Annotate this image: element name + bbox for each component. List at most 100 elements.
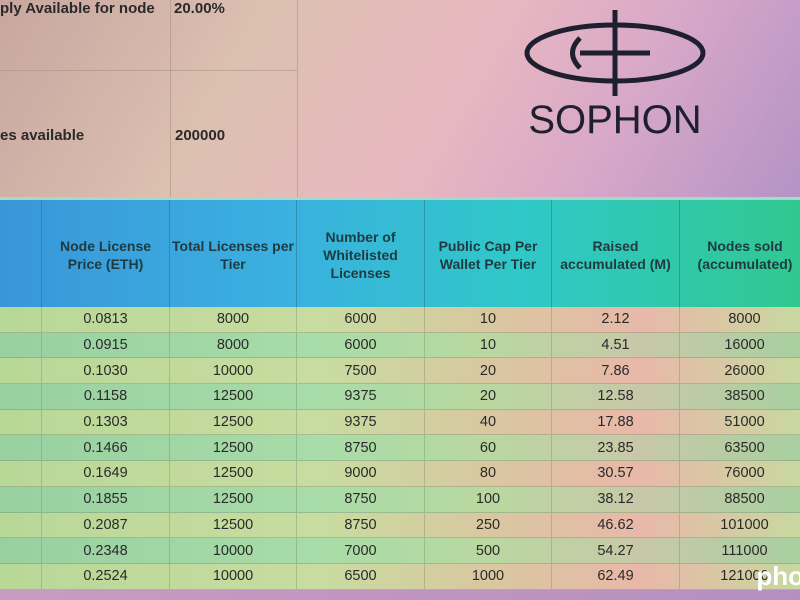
cell-tier: [0, 307, 42, 332]
cell-total-licenses: 12500: [170, 512, 297, 538]
cell-total-licenses: 12500: [170, 435, 297, 461]
cell-whitelisted: 9375: [297, 409, 425, 435]
cell-whitelisted: 8750: [297, 486, 425, 512]
cell-whitelisted: 7000: [297, 538, 425, 563]
cell-raised: 38.12: [552, 486, 680, 512]
table-row: 0.2524 10000 6500 1000 62.49 121000: [0, 563, 800, 590]
cell-nodes-sold: 63500: [680, 435, 800, 460]
cell-whitelisted: 6500: [297, 563, 425, 589]
cell-price: 0.1303: [42, 409, 170, 435]
cell-nodes-sold: 76000: [680, 461, 800, 486]
table-row: 0.1030 10000 7500 20 7.86 26000: [0, 358, 800, 385]
table-row: 0.2087 12500 8750 250 46.62 101000: [0, 512, 800, 539]
header-nodes-sold: Nodes sold (accumulated): [697, 238, 793, 272]
header-public-cap: Public Cap Per Wallet Per Tier: [425, 200, 552, 310]
cell-raised: 2.12: [552, 307, 680, 332]
cell-raised: 12.58: [552, 384, 680, 409]
cell-nodes-sold: 88500: [680, 487, 800, 512]
table-row: 0.2348 10000 7000 500 54.27 111000: [0, 538, 800, 564]
licenses-value: 200000: [175, 127, 226, 144]
cell-whitelisted: 7500: [297, 358, 425, 384]
logo-text: SOPHON: [528, 98, 701, 138]
cell-price: 0.2087: [42, 512, 170, 538]
cell-whitelisted: 8750: [297, 435, 425, 461]
header-price: Node License Price (ETH): [42, 200, 170, 310]
cell-public-cap: 10: [425, 307, 552, 332]
cell-raised: 54.27: [552, 538, 680, 563]
cell-whitelisted: 9375: [297, 384, 425, 409]
cell-nodes-sold: 8000: [680, 307, 800, 332]
cell-tier: [0, 461, 42, 486]
cell-nodes-sold: 111000: [680, 538, 800, 563]
table-body: 0.0813 8000 6000 10 2.12 8000 0.0915 8000 6000 10…: [0, 307, 800, 590]
table-row: 0.1303 12500 9375 40 17.88 51000: [0, 409, 800, 436]
cell-tier: [0, 435, 42, 461]
cell-price: 0.1030: [42, 358, 170, 384]
cell-raised: 7.86: [552, 358, 680, 384]
header-raised: Raised accumulated (M): [552, 200, 680, 310]
cell-tier: [0, 332, 42, 358]
cell-total-licenses: 10000: [170, 538, 297, 563]
cell-public-cap: 100: [425, 486, 552, 512]
cell-whitelisted: 6000: [297, 307, 425, 332]
cell-total-licenses: 10000: [170, 358, 297, 384]
cell-tier: [0, 384, 42, 409]
cell-raised: 23.85: [552, 435, 680, 461]
cell-total-licenses: 8000: [170, 307, 297, 332]
cell-tier: [0, 486, 42, 512]
cell-price: 0.0915: [42, 332, 170, 358]
table-row: 0.1649 12500 9000 80 30.57 76000: [0, 461, 800, 487]
cell-whitelisted: 8750: [297, 512, 425, 538]
cell-raised: 62.49: [552, 563, 680, 589]
cell-public-cap: 500: [425, 538, 552, 563]
cell-raised: 4.51: [552, 332, 680, 358]
cell-price: 0.1158: [42, 384, 170, 409]
cell-nodes-sold: 26000: [680, 358, 800, 383]
cell-total-licenses: 12500: [170, 409, 297, 435]
cell-nodes-sold: 16000: [680, 333, 800, 358]
cell-tier: [0, 538, 42, 563]
table-row: 0.0915 8000 6000 10 4.51 16000: [0, 332, 800, 359]
cell-tier: [0, 512, 42, 538]
cell-whitelisted: 6000: [297, 332, 425, 358]
header-cell: [0, 200, 42, 310]
cell-nodes-sold: 38500: [680, 384, 800, 409]
table-header: Node License Price (ETH) Total Licenses …: [0, 197, 800, 310]
cell-public-cap: 40: [425, 409, 552, 435]
cell-public-cap: 1000: [425, 563, 552, 589]
cell-nodes-sold: 121000: [680, 564, 800, 589]
cell-total-licenses: 8000: [170, 332, 297, 358]
cell-total-licenses: 12500: [170, 486, 297, 512]
cell-price: 0.2348: [42, 538, 170, 563]
table-row: 0.1158 12500 9375 20 12.58 38500: [0, 384, 800, 410]
licenses-label: es available: [0, 127, 85, 144]
cell-raised: 30.57: [552, 461, 680, 486]
header-whitelisted: Number of Whitelisted Licenses: [297, 200, 425, 310]
cell-nodes-sold: 51000: [680, 410, 800, 435]
cell-raised: 17.88: [552, 409, 680, 435]
cell-public-cap: 20: [425, 358, 552, 384]
supply-label: ply Available for node: [0, 0, 155, 17]
cell-tier: [0, 563, 42, 589]
cell-total-licenses: 12500: [170, 384, 297, 409]
cell-price: 0.2524: [42, 563, 170, 589]
header-total-licenses: Total Licenses per Tier: [170, 200, 297, 310]
cell-tier: [0, 358, 42, 384]
table-row: 0.1466 12500 8750 60 23.85 63500: [0, 435, 800, 462]
sophon-logo: SOPHON: [524, 10, 706, 138]
cell-public-cap: 80: [425, 461, 552, 486]
cell-price: 0.1466: [42, 435, 170, 461]
watermark: pho: [756, 561, 800, 591]
summary-section: ply Available for node 20.00% es availab…: [0, 0, 800, 197]
cell-raised: 46.62: [552, 512, 680, 538]
table-row: 0.0813 8000 6000 10 2.12 8000: [0, 307, 800, 333]
cell-price: 0.1855: [42, 486, 170, 512]
cell-nodes-sold: 101000: [680, 513, 800, 538]
cell-public-cap: 20: [425, 384, 552, 409]
supply-value: 20.00%: [174, 0, 225, 17]
cell-total-licenses: 12500: [170, 461, 297, 486]
cell-public-cap: 10: [425, 332, 552, 358]
cell-tier: [0, 409, 42, 435]
cell-price: 0.1649: [42, 461, 170, 486]
cell-public-cap: 250: [425, 512, 552, 538]
